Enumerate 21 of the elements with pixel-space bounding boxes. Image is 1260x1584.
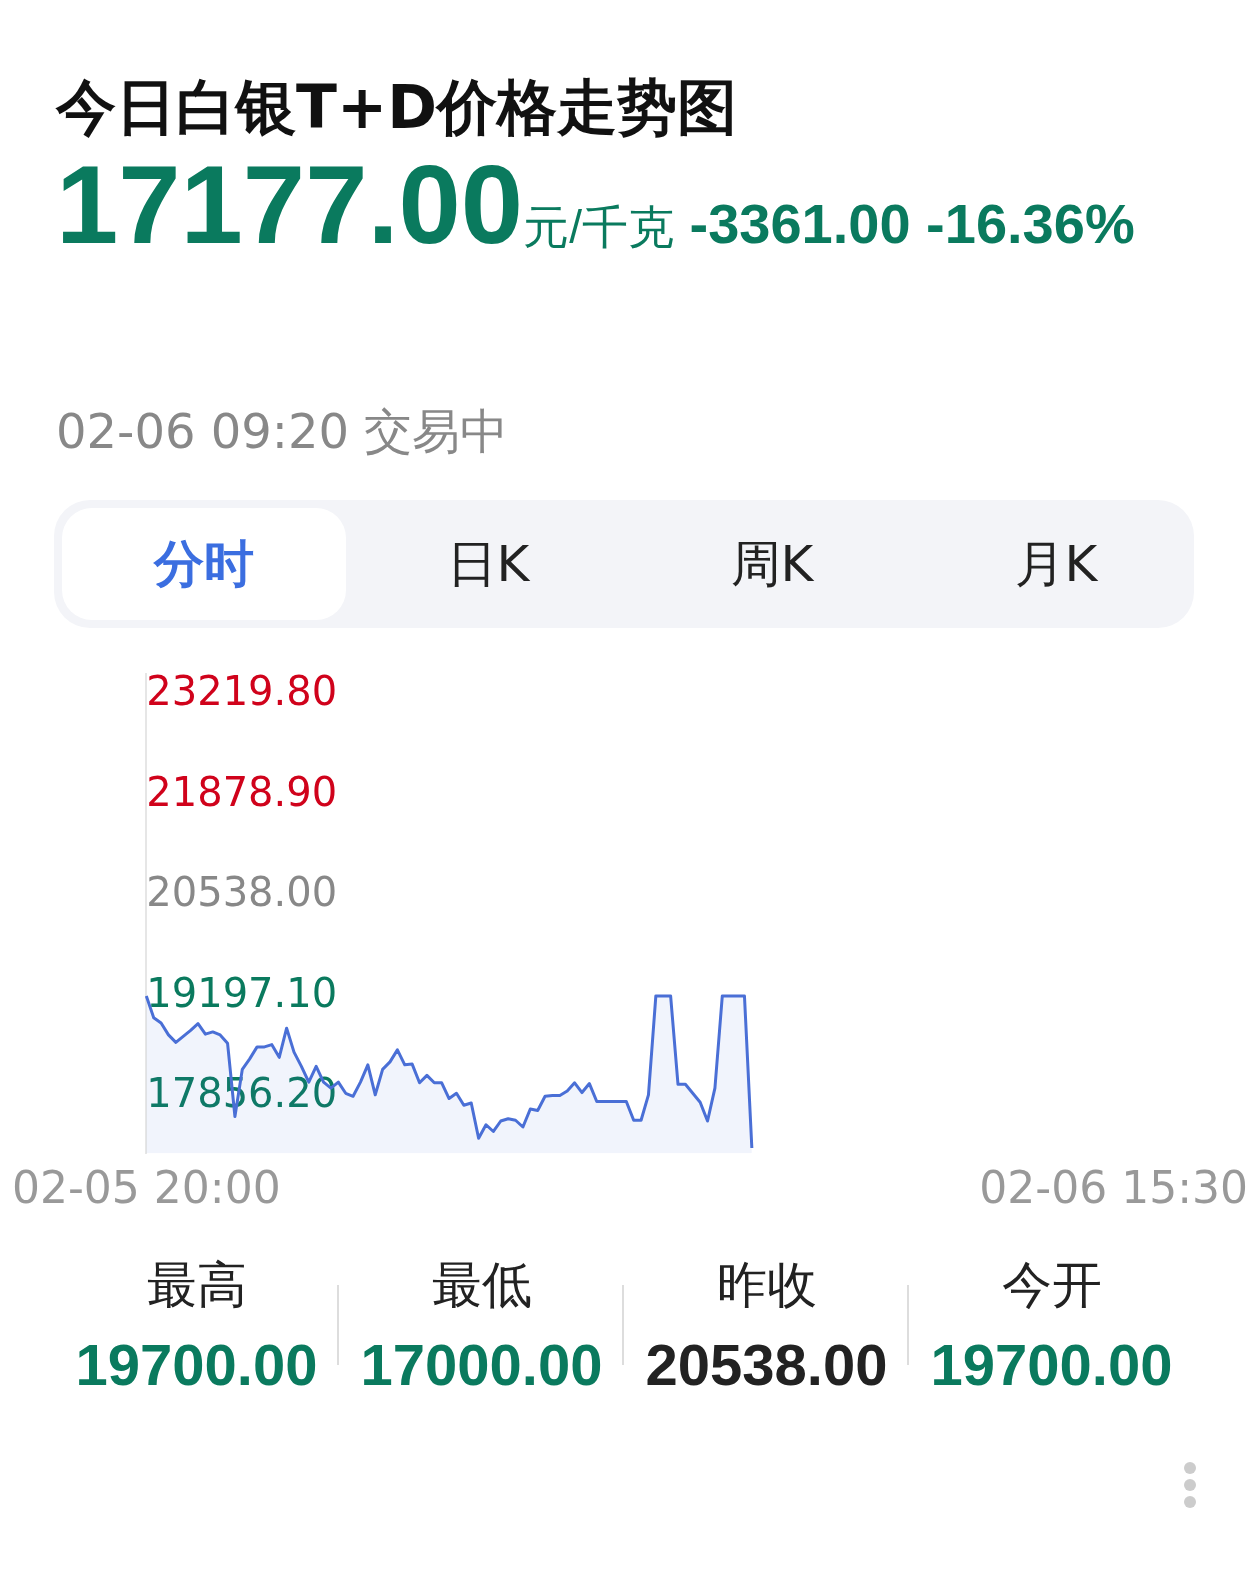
y-tick-label: 21878.90: [146, 768, 338, 815]
text: 20538.00: [644, 1331, 889, 1399]
text: 周K: [729, 534, 815, 595]
x-tick-label: 02-05 20:00: [12, 1162, 281, 1214]
chart-title: 今日白银T+D价格走势图: [56, 71, 738, 144]
x-tick-label: 02-06 15:30: [979, 1162, 1248, 1214]
text: 月K: [1013, 534, 1099, 595]
text: 19700.00: [74, 1331, 319, 1399]
text: 分时: [62, 508, 346, 620]
text: 02-06 09:20 交易中: [56, 402, 509, 461]
text: 19700.00: [929, 1331, 1174, 1399]
y-tick-label: 23219.80: [146, 668, 338, 715]
chart-subtitle: 17177.00元/千克 -3361.00 -16.36%: [56, 142, 1135, 267]
y-tick-label: 19197.10: [146, 969, 338, 1016]
text: 今开: [1000, 1255, 1103, 1316]
y-tick-label: 20538.00: [146, 869, 338, 916]
text: 日K: [445, 534, 531, 595]
text: 最低: [430, 1255, 533, 1316]
text: 昨收: [715, 1255, 818, 1316]
text: 17000.00: [359, 1331, 604, 1399]
text: 最高: [145, 1255, 248, 1316]
